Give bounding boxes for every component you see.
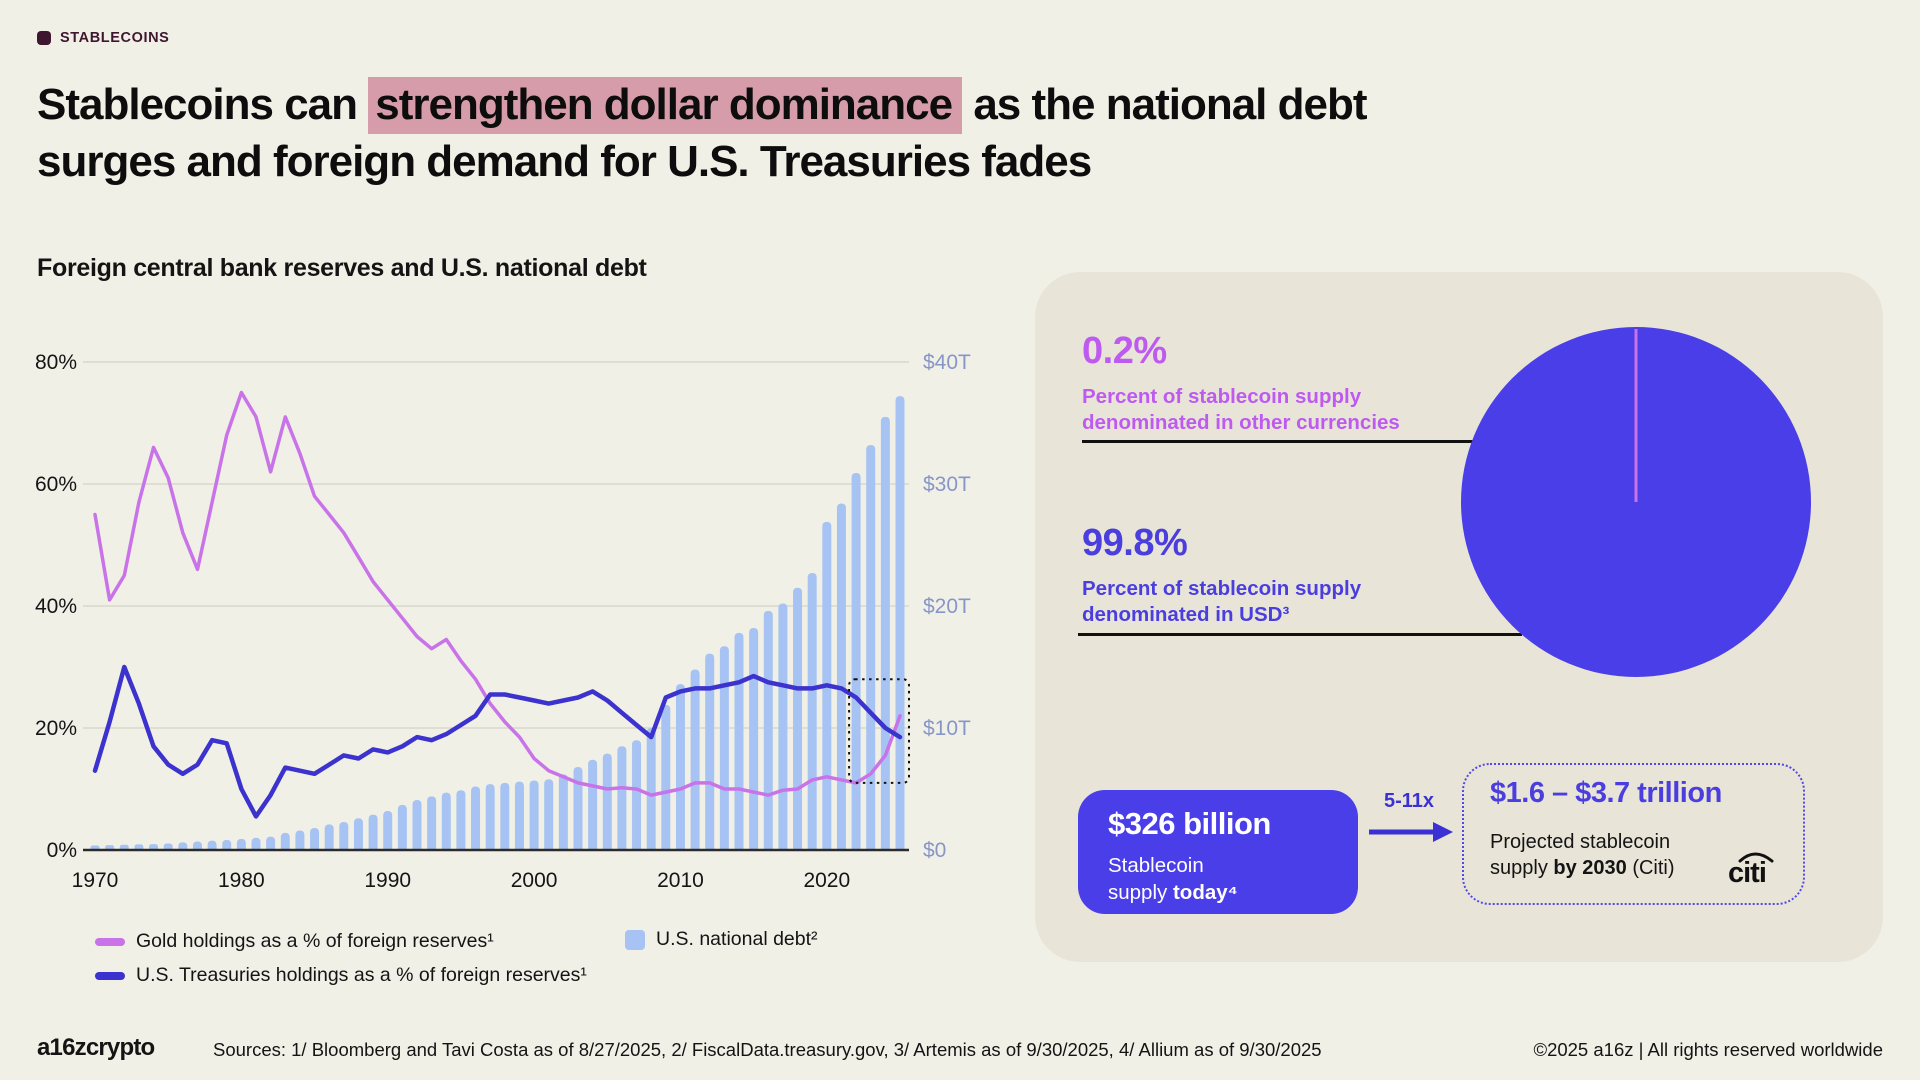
headline-line-2: surges and foreign demand for U.S. Treas…: [37, 137, 1092, 186]
stablecoins-tag: STABLECOINS: [37, 30, 169, 46]
page-title: Stablecoins can strengthen dollar domina…: [37, 76, 1857, 190]
svg-text:60%: 60%: [35, 473, 77, 496]
tag-label: STABLECOINS: [60, 30, 170, 46]
legend-label: U.S. Treasuries holdings as a % of forei…: [136, 964, 587, 986]
callout-line-other: [1082, 440, 1636, 443]
projection-box: $1.6 – $3.7 trillion Projected stablecoi…: [1462, 763, 1805, 905]
supply-today-box: $326 billion Stablecoin supply today⁴: [1078, 790, 1358, 914]
stat-other-currencies-value: 0.2%: [1082, 330, 1167, 372]
supply-caption-bold: today⁴: [1172, 881, 1238, 904]
sources-text: Sources: 1/ Bloomberg and Tavi Costa as …: [213, 1039, 1322, 1060]
headline-line-1: Stablecoins can strengthen dollar domina…: [37, 76, 1857, 134]
supply-caption-line1: Stablecoin: [1108, 854, 1204, 877]
citi-logo: citi: [1728, 852, 1774, 889]
callout-line-usd: [1078, 633, 1522, 636]
svg-text:2000: 2000: [511, 869, 558, 892]
headline-text: as the national debt: [962, 80, 1367, 129]
legend-item-gold: Gold holdings as a % of foreign reserves…: [95, 930, 494, 953]
copyright-text: ©2025 a16z | All rights reserved worldwi…: [1533, 1039, 1883, 1060]
svg-text:2010: 2010: [657, 869, 704, 892]
projection-caption-line2: supply: [1490, 857, 1554, 879]
legend-item-treasuries: U.S. Treasuries holdings as a % of forei…: [95, 964, 587, 987]
supply-today-value: $326 billion: [1108, 806, 1271, 841]
projection-caption-post: (Citi): [1626, 857, 1675, 879]
stat-usd-value: 99.8%: [1082, 522, 1188, 564]
projection-value: $1.6 – $3.7 trillion: [1490, 777, 1722, 809]
svg-text:40%: 40%: [35, 595, 77, 618]
supply-caption-line2: supply: [1108, 881, 1173, 904]
svg-text:$20T: $20T: [923, 595, 971, 618]
pie-chart: [1461, 327, 1811, 677]
stat-usd-caption: Percent of stablecoin supply denominated…: [1082, 577, 1362, 626]
projection-caption: Projected stablecoin supply by 2030 (Cit…: [1490, 829, 1675, 881]
citi-logo-text: citi: [1728, 857, 1766, 889]
svg-text:1980: 1980: [218, 869, 265, 892]
citi-arc-icon: [1738, 852, 1774, 863]
svg-text:0%: 0%: [47, 839, 77, 862]
svg-text:80%: 80%: [35, 351, 77, 374]
svg-text:20%: 20%: [35, 717, 77, 740]
stablecoin-stats-panel: 0.2% Percent of stablecoin supply denomi…: [1035, 272, 1883, 962]
svg-text:$0: $0: [923, 839, 946, 862]
projection-caption-bold: by 2030: [1553, 857, 1627, 879]
legend-item-debt: U.S. national debt²: [625, 928, 818, 951]
treasuries-line-swatch-icon: [95, 971, 125, 980]
gold-line-swatch-icon: [95, 937, 125, 946]
debt-bar-swatch-icon: [625, 929, 645, 950]
legend-label: U.S. national debt²: [656, 928, 818, 950]
multiplier-label: 5-11x: [1383, 790, 1435, 812]
headline-highlight: strengthen dollar dominance: [368, 77, 963, 134]
legend-label: Gold holdings as a % of foreign reserves…: [136, 930, 494, 952]
supply-today-caption: Stablecoin supply today⁴: [1108, 852, 1238, 906]
stat-other-currencies-caption: Percent of stablecoin supply denominated…: [1082, 385, 1400, 434]
svg-text:1990: 1990: [364, 869, 411, 892]
tag-square-icon: [37, 31, 51, 45]
right-arrow-icon: [1369, 822, 1453, 842]
svg-text:$40T: $40T: [923, 351, 971, 374]
svg-text:1970: 1970: [72, 869, 119, 892]
projection-caption-line1: Projected stablecoin: [1490, 831, 1671, 853]
a16zcrypto-logo: a16zcrypto: [37, 1034, 155, 1061]
combo-chart: 0% 20% 40% 60% 80% $0 $10T $20T $30T $40T 1970 1980…: [35, 351, 971, 892]
headline-text: Stablecoins can: [37, 80, 369, 129]
chart-title: Foreign central bank reserves and U.S. n…: [37, 254, 647, 282]
svg-text:2020: 2020: [803, 869, 850, 892]
svg-text:$10T: $10T: [923, 717, 971, 740]
svg-text:$30T: $30T: [923, 473, 971, 496]
